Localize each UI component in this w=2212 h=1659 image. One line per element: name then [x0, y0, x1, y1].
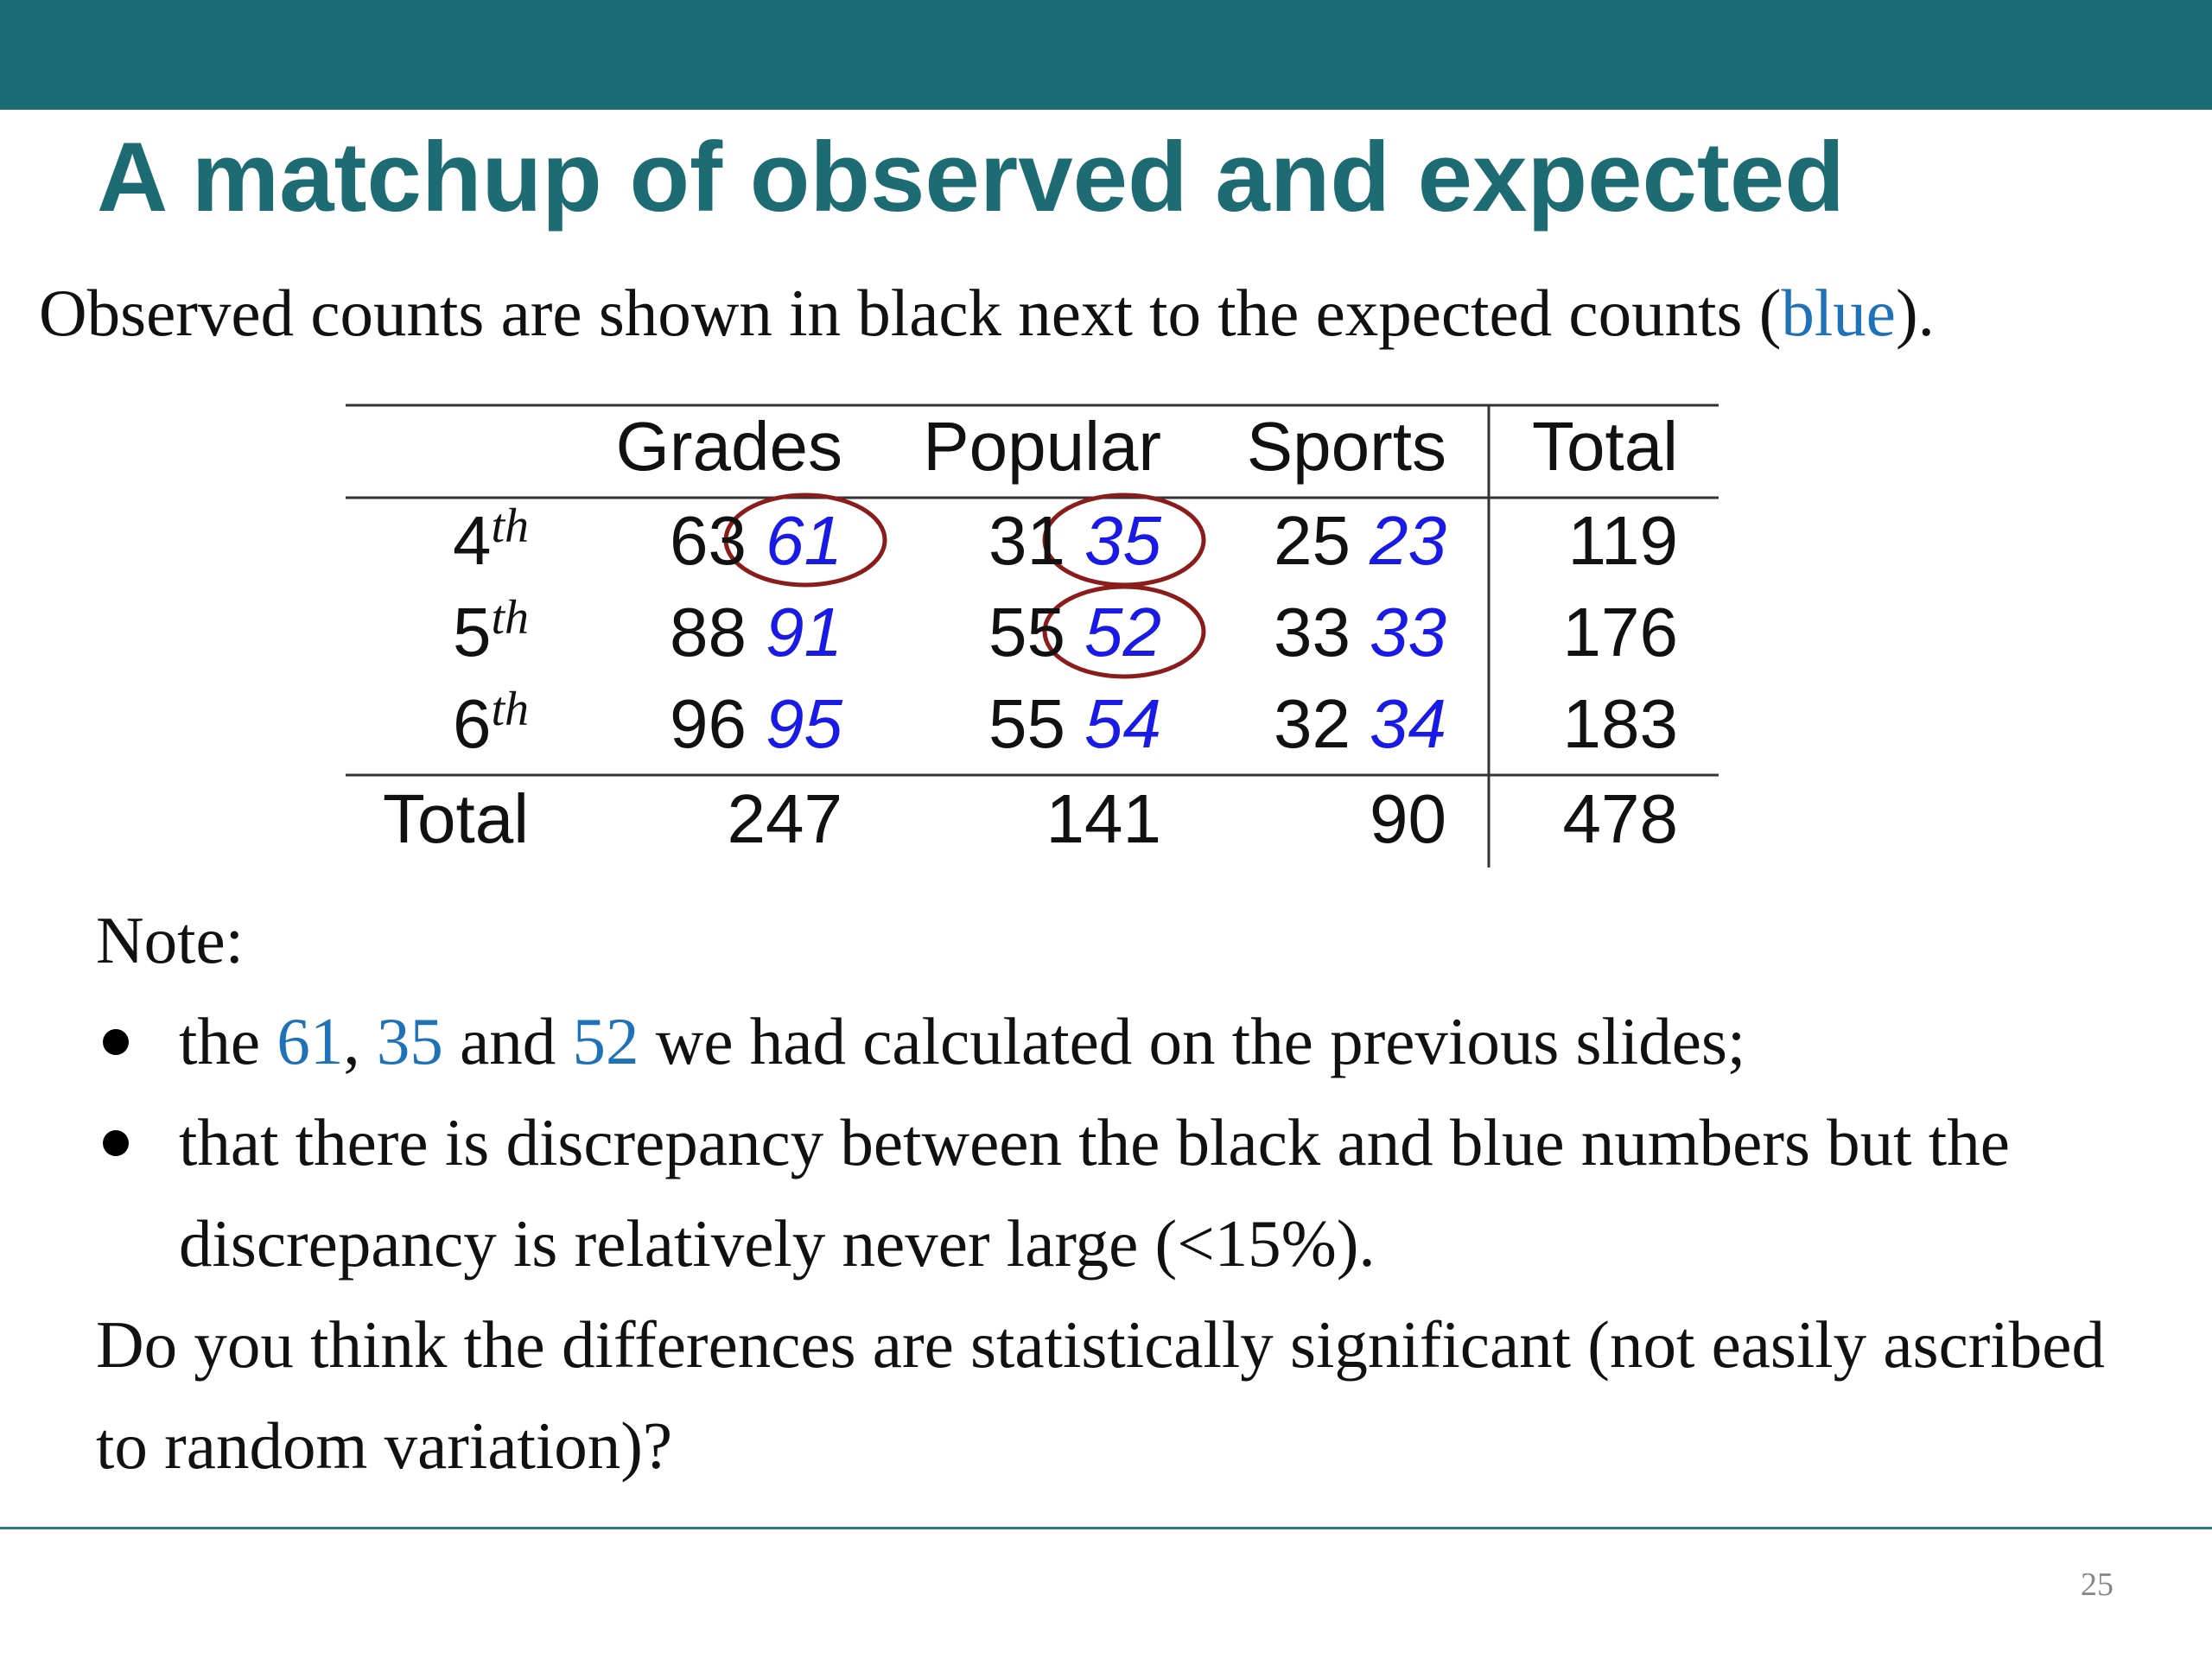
column-header: Total [1532, 408, 1678, 485]
row-label-suffix: th [491, 591, 529, 645]
text-segment: that there is discrepancy between the bl… [179, 1105, 2010, 1281]
text-segment: the [179, 1004, 277, 1078]
expected-count: 33 [1370, 594, 1446, 671]
row-total: 183 [1563, 685, 1678, 762]
column-header: Sports [1247, 408, 1446, 485]
cell: 55 52 [988, 594, 1161, 671]
text-segment: ). [1895, 276, 1935, 350]
column-header: Grades [616, 408, 842, 485]
highlight-text: 52 [572, 1004, 639, 1078]
observed-count: 55 [988, 685, 1065, 762]
text-segment: Observed counts are shown in black next … [39, 276, 1782, 350]
row-label-number: 6 [453, 685, 492, 762]
observed-count: 33 [1274, 594, 1351, 671]
circle-highlight [1042, 584, 1206, 679]
highlight-text: blue [1781, 276, 1896, 350]
bullet-dot [103, 1029, 129, 1055]
bullet-item: the 61, 35 and 52 we had calculated on t… [96, 991, 2109, 1092]
column-total: 90 [1370, 780, 1446, 857]
row-label-suffix: th [491, 683, 529, 736]
expected-count: 34 [1370, 685, 1446, 762]
row-label-suffix: th [491, 499, 529, 553]
header-bar [0, 0, 2212, 110]
circle-highlight [723, 493, 887, 588]
cell: 31 35 [988, 502, 1161, 579]
text-segment: , [343, 1004, 377, 1078]
note: Note: the 61, 35 and 52 we had calculate… [96, 890, 2109, 1497]
question: Do you think the differences are statist… [96, 1307, 2105, 1483]
cell: 25 23 [1274, 502, 1446, 579]
expected-count: 23 [1369, 502, 1446, 579]
expected-count: 61 [766, 502, 842, 579]
total-label: Total [383, 780, 529, 857]
page-number: 25 [2081, 1567, 2113, 1603]
expected-count: 35 [1084, 502, 1161, 579]
cell: 96 95 [670, 685, 842, 762]
cell: 33 33 [1274, 594, 1446, 671]
bullet-list: the 61, 35 and 52 we had calculated on t… [96, 991, 2109, 1294]
column-total: 141 [1046, 780, 1161, 857]
bullet-dot [103, 1130, 129, 1156]
observed-count: 55 [988, 594, 1065, 671]
footer-rule [0, 1527, 2212, 1529]
slide-title: A matchup of observed and expected [97, 123, 1845, 232]
observed-count: 25 [1274, 502, 1351, 579]
expected-count: 91 [766, 594, 842, 671]
row-label: 4th [453, 499, 529, 579]
text-segment: and [442, 1004, 573, 1078]
row-total: 176 [1563, 594, 1678, 671]
cell: 63 61 [670, 502, 842, 579]
bullet-item: that there is discrepancy between the bl… [96, 1092, 2109, 1294]
column-total: 247 [728, 780, 842, 857]
expected-count: 54 [1084, 685, 1161, 762]
intro-text: Observed counts are shown in black next … [39, 275, 1935, 352]
row-label-number: 4 [453, 502, 492, 579]
expected-count: 52 [1084, 594, 1161, 671]
row-total: 119 [1567, 502, 1678, 579]
highlight-text: 35 [376, 1004, 443, 1078]
text-segment: we had calculated on the previous slides… [639, 1004, 1746, 1078]
note-heading: Note: [96, 903, 245, 977]
observed-count: 96 [670, 685, 747, 762]
highlight-text: 61 [276, 1004, 344, 1078]
observed-count: 32 [1274, 685, 1351, 762]
cell: 55 54 [988, 685, 1161, 762]
observed-count: 88 [670, 594, 747, 671]
cell: 32 34 [1274, 685, 1446, 762]
column-total: 478 [1563, 780, 1678, 857]
expected-count: 95 [766, 685, 842, 762]
row-label: 5th [453, 591, 529, 671]
observed-count: 63 [670, 502, 747, 579]
row-label: 6th [453, 683, 529, 762]
row-label-number: 5 [453, 594, 492, 671]
observed-count: 31 [988, 502, 1065, 579]
cell: 88 91 [670, 594, 842, 671]
column-header: Popular [923, 408, 1161, 485]
